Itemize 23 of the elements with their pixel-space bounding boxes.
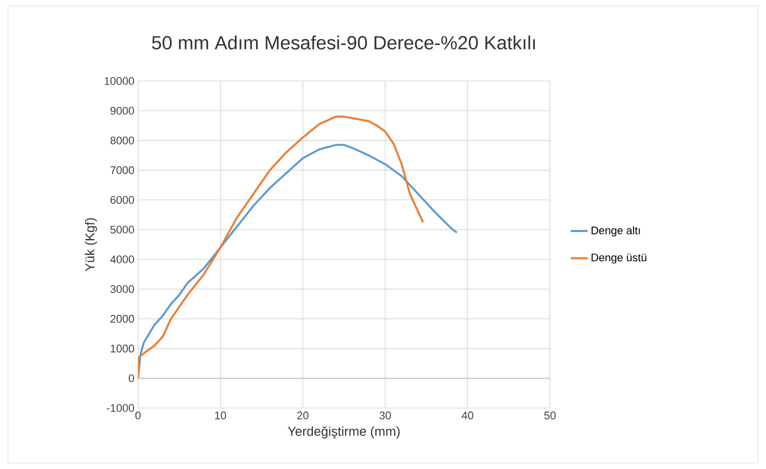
x-tick-label: 30 [380, 412, 391, 420]
x-tick-label: 20 [297, 412, 308, 420]
y-tick-label: 6000 [110, 196, 134, 204]
chart-title: 50 mm Adım Mesafesi-90 Derece-%20 Katkılı [152, 36, 535, 50]
y-tick-label: 8000 [110, 136, 134, 144]
y-tick-label: 0 [128, 374, 134, 382]
x-tick-label: 40 [462, 412, 474, 420]
y-tick-label: 10000 [104, 77, 134, 85]
y-tick-label: 4000 [110, 255, 134, 264]
y-axis-title: Yük (Kgf) [84, 218, 98, 272]
y-tick-label: 7000 [110, 166, 134, 174]
y-tick-label: 9000 [110, 106, 134, 115]
legend-label: Denge üstü [592, 254, 646, 264]
x-axis-title: Yerdeğiştirme (mm) [288, 426, 400, 439]
y-tick-label: 5000 [110, 226, 134, 234]
legend-label: Denge altı [592, 226, 640, 236]
y-tick-label: 1000 [110, 344, 134, 352]
y-tick-label: -1000 [106, 404, 134, 412]
x-tick-label: 0 [135, 412, 141, 420]
y-tick-label: 2000 [110, 314, 134, 323]
y-tick-label: 3000 [110, 285, 134, 293]
x-tick-label: 10 [215, 412, 226, 420]
x-tick-label: 50 [544, 412, 556, 420]
